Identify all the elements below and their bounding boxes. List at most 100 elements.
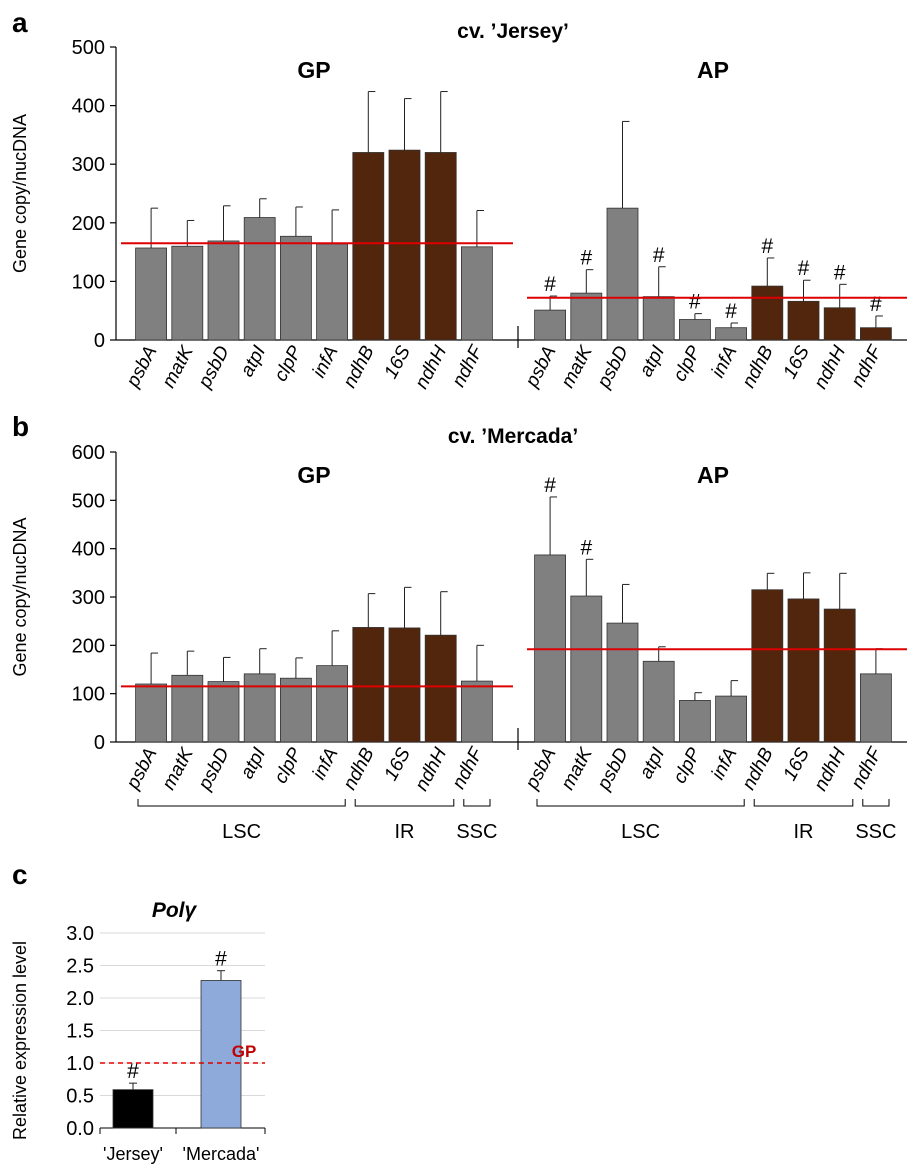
category-label: psbD <box>593 744 633 794</box>
category-label: ndhF <box>448 743 488 792</box>
panel-letter: b <box>12 411 29 442</box>
category-label: ndhB <box>339 342 379 391</box>
bar <box>715 327 747 341</box>
region-label: IR <box>395 821 415 843</box>
category-label: atpI <box>636 744 670 782</box>
bar <box>570 595 603 743</box>
category-label: atpI <box>237 744 271 782</box>
bar <box>823 608 856 743</box>
bar <box>243 217 276 341</box>
bar <box>207 681 240 743</box>
significance-mark: # <box>870 293 882 316</box>
bar <box>424 634 457 743</box>
category-label: ndhB <box>738 342 778 391</box>
category-label: atpI <box>636 342 670 380</box>
region-bracket <box>137 799 346 807</box>
bar <box>460 680 493 743</box>
category-label: psbD <box>593 342 633 392</box>
region-label: IR <box>794 821 814 843</box>
y-axis-label: Relative expression level <box>10 941 30 1140</box>
group-label: GP <box>297 462 330 488</box>
bar <box>751 589 784 743</box>
y-tick-label: 400 <box>72 96 105 118</box>
y-tick-label: 1.0 <box>66 1053 94 1075</box>
bar <box>606 622 639 743</box>
y-tick-label: 500 <box>72 37 105 59</box>
significance-mark: # <box>725 300 737 323</box>
category-label: matK <box>557 341 597 391</box>
y-tick-label: 300 <box>72 587 105 609</box>
region-bracket <box>862 799 890 807</box>
bar <box>171 245 204 341</box>
category-label: 'Jersey' <box>103 1144 163 1164</box>
category-label: psbD <box>194 744 234 794</box>
group-label: AP <box>697 57 729 83</box>
bar <box>135 683 168 743</box>
category-label: ndhF <box>847 743 887 792</box>
category-label: infA <box>708 342 742 381</box>
category-label: atpI <box>237 342 271 380</box>
category-label: 16S <box>779 342 814 382</box>
category-label: 'Mercada' <box>183 1144 260 1164</box>
category-label: clpP <box>669 744 705 787</box>
significance-mark: # <box>798 257 810 280</box>
bar <box>679 700 711 743</box>
bar <box>534 309 566 341</box>
category-label: clpP <box>270 744 306 787</box>
category-label: ndhH <box>810 744 850 794</box>
bar <box>135 247 168 341</box>
region-label: LSC <box>222 821 261 843</box>
bar <box>787 598 820 743</box>
category-label: 16S <box>380 744 415 784</box>
y-tick-label: 200 <box>72 635 105 657</box>
significance-mark: # <box>580 247 592 270</box>
y-tick-label: 3.0 <box>66 923 94 945</box>
category-label: ndhH <box>810 342 850 392</box>
region-bracket <box>463 799 491 807</box>
significance-mark: # <box>689 291 701 314</box>
region-bracket <box>536 799 745 807</box>
significance-mark: # <box>653 244 665 267</box>
significance-mark: # <box>127 1060 139 1083</box>
category-label: ndhH <box>411 744 451 794</box>
region-bracket <box>354 799 455 807</box>
y-tick-label: 500 <box>72 490 105 512</box>
region-label: SSC <box>456 821 497 843</box>
bar <box>388 627 421 743</box>
y-tick-label: 100 <box>72 271 105 293</box>
reference-label: GP <box>232 1042 257 1061</box>
bar <box>316 665 349 743</box>
category-label: ndhF <box>448 341 488 390</box>
category-label: infA <box>708 744 742 783</box>
panel-letter: a <box>12 7 28 38</box>
category-label: 16S <box>779 744 814 784</box>
bar <box>787 300 820 341</box>
bar <box>860 673 892 743</box>
bar <box>171 674 204 743</box>
region-label: LSC <box>621 821 660 843</box>
region-label: SSC <box>855 821 896 843</box>
y-tick-label: 400 <box>72 539 105 561</box>
bar <box>112 1089 154 1129</box>
category-label: psbA <box>122 342 161 391</box>
bar <box>243 673 276 743</box>
significance-mark: # <box>215 948 227 971</box>
bar <box>570 292 603 341</box>
region-bracket <box>753 799 854 807</box>
significance-mark: # <box>544 273 556 296</box>
bar <box>751 285 784 341</box>
significance-mark: # <box>761 235 773 258</box>
bar <box>679 319 711 341</box>
category-label: matK <box>158 743 198 793</box>
category-label: ndhB <box>738 744 778 793</box>
bar <box>642 296 675 341</box>
y-tick-label: 200 <box>72 213 105 235</box>
category-label: infA <box>309 342 343 381</box>
category-label: 16S <box>380 342 415 382</box>
bar <box>424 152 457 341</box>
y-tick-label: 0.0 <box>66 1118 94 1140</box>
y-axis-label: Gene copy/nucDNA <box>10 517 30 676</box>
bar <box>279 677 312 743</box>
significance-mark: # <box>580 536 592 559</box>
